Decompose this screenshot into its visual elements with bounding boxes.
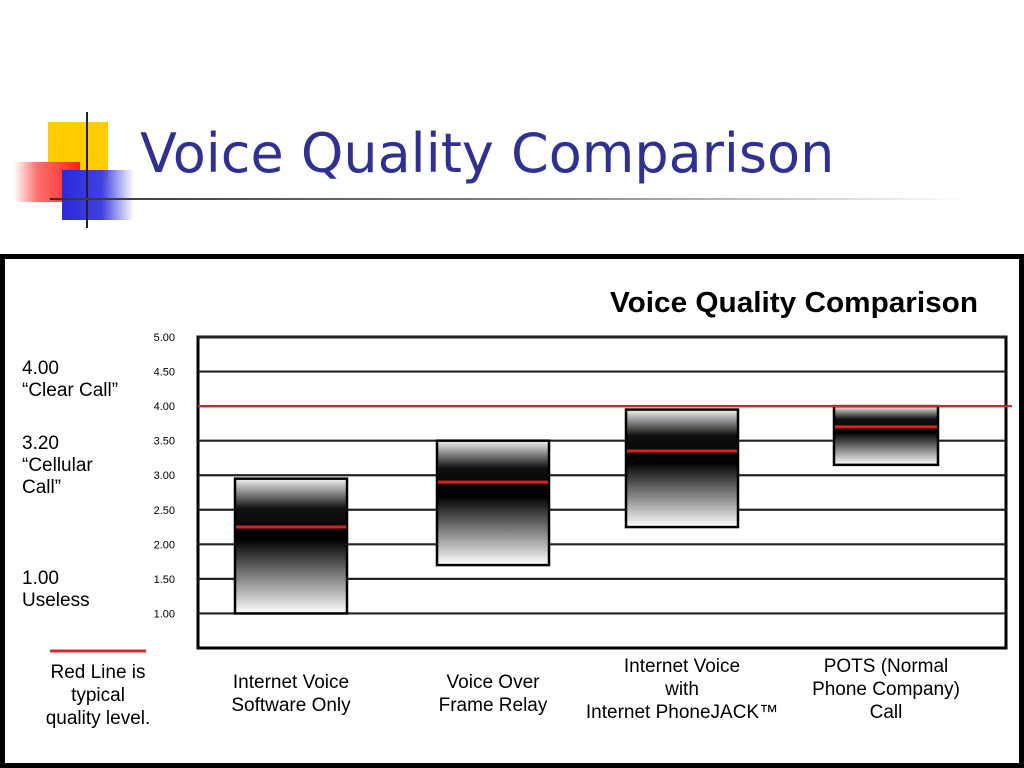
- y-tick-label: 2.50: [154, 505, 175, 517]
- quality-range-box: [435, 439, 551, 567]
- legend-text: typical: [71, 685, 125, 706]
- voice-quality-chart: Voice Quality Comparison 5.00 4.50 4.00 3.50…: [22, 287, 1012, 729]
- annotation-label: 1.00: [22, 568, 59, 589]
- annotation-label: “Clear Call”: [22, 380, 118, 401]
- category-label: Software Only: [231, 695, 351, 716]
- category-label: Internet Voice: [624, 656, 740, 677]
- y-tick-label: 1.50: [154, 574, 175, 586]
- category-label: Phone Company): [812, 679, 960, 700]
- legend-text: Red Line is: [50, 662, 145, 683]
- annotation-label: Call”: [22, 477, 61, 498]
- category-label: Call: [870, 702, 903, 723]
- y-tick-label: 4.50: [154, 367, 175, 379]
- legend-text: quality level.: [46, 708, 151, 729]
- category-label: Internet PhoneJACK™: [586, 702, 778, 723]
- category-label: with: [664, 679, 699, 700]
- quality-range-box: [233, 477, 349, 615]
- annotation-label: 3.20: [22, 433, 59, 454]
- slide-title: Voice Quality Comparison: [140, 122, 835, 185]
- category-label: Voice Over: [447, 672, 541, 693]
- y-tick-label: 2.00: [154, 539, 175, 551]
- y-tick-label: 3.50: [154, 436, 175, 448]
- category-label: Frame Relay: [439, 695, 548, 716]
- quality-range-box: [624, 408, 740, 529]
- y-tick-label: 3.00: [154, 470, 175, 482]
- y-tick-label: 4.00: [154, 401, 175, 413]
- annotation-label: Useless: [22, 590, 90, 611]
- title-blue-square: [62, 170, 134, 220]
- y-tick-label: 5.00: [154, 332, 175, 344]
- category-label: POTS (Normal: [824, 656, 949, 677]
- annotation-label: 4.00: [22, 358, 59, 379]
- title-vertical-line: [86, 112, 88, 228]
- y-tick-label: 1.00: [154, 608, 175, 620]
- category-label: Internet Voice: [233, 672, 349, 693]
- annotation-label: “Cellular: [22, 455, 93, 476]
- chart-title: Voice Quality Comparison: [610, 287, 978, 319]
- quality-range-box: [832, 404, 940, 467]
- chart-frame: Voice Quality Comparison 5.00 4.50 4.00 3.50…: [0, 254, 1024, 768]
- title-underline: [52, 198, 972, 200]
